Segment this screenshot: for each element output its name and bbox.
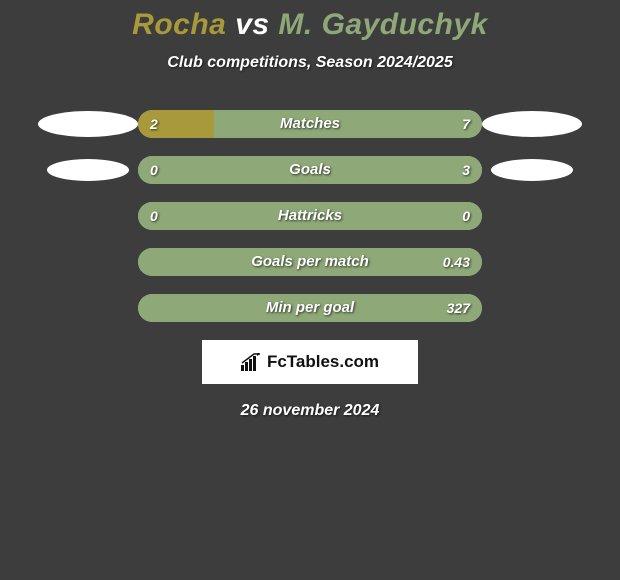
player1-ellipse-icon — [38, 111, 138, 137]
comparison-infographic: Rocha vs M. Gayduchyk Club competitions,… — [0, 0, 620, 420]
stat-row: Goals per match0.43 — [0, 248, 620, 276]
stat-bar: Goals per match0.43 — [138, 248, 482, 276]
logo-box: FcTables.com — [202, 340, 418, 384]
page-title: Rocha vs M. Gayduchyk — [0, 8, 620, 42]
stat-row: 0Goals3 — [0, 156, 620, 184]
stat-label: Goals — [138, 156, 482, 184]
stat-bar: Min per goal327 — [138, 294, 482, 322]
left-shape-slot — [38, 111, 138, 137]
stat-value-player2: 7 — [462, 110, 470, 138]
stat-value-player2: 0.43 — [443, 248, 470, 276]
logo-text: FcTables.com — [267, 352, 379, 372]
stat-bar: 0Hattricks0 — [138, 202, 482, 230]
stats-rows: 2Matches70Goals30Hattricks0Goals per mat… — [0, 110, 620, 322]
stat-label: Goals per match — [138, 248, 482, 276]
stat-row: Min per goal327 — [0, 294, 620, 322]
stat-bar: 2Matches7 — [138, 110, 482, 138]
player2-ellipse-icon — [482, 111, 582, 137]
right-shape-slot — [482, 111, 582, 137]
left-shape-slot — [38, 159, 138, 181]
date-text: 26 november 2024 — [0, 402, 620, 420]
player2-ellipse-icon — [491, 159, 573, 181]
bar-chart-icon — [241, 353, 263, 371]
player1-ellipse-icon — [47, 159, 129, 181]
stat-value-player2: 327 — [447, 294, 470, 322]
title-player2: M. Gayduchyk — [278, 8, 487, 41]
title-player1: Rocha — [132, 8, 226, 41]
right-shape-slot — [482, 159, 582, 181]
stat-bar: 0Goals3 — [138, 156, 482, 184]
subtitle: Club competitions, Season 2024/2025 — [0, 54, 620, 72]
stat-label: Min per goal — [138, 294, 482, 322]
stat-value-player2: 3 — [462, 156, 470, 184]
stat-label: Hattricks — [138, 202, 482, 230]
stat-row: 2Matches7 — [0, 110, 620, 138]
stat-label: Matches — [138, 110, 482, 138]
title-vs: vs — [235, 8, 269, 41]
stat-value-player2: 0 — [462, 202, 470, 230]
stat-row: 0Hattricks0 — [0, 202, 620, 230]
